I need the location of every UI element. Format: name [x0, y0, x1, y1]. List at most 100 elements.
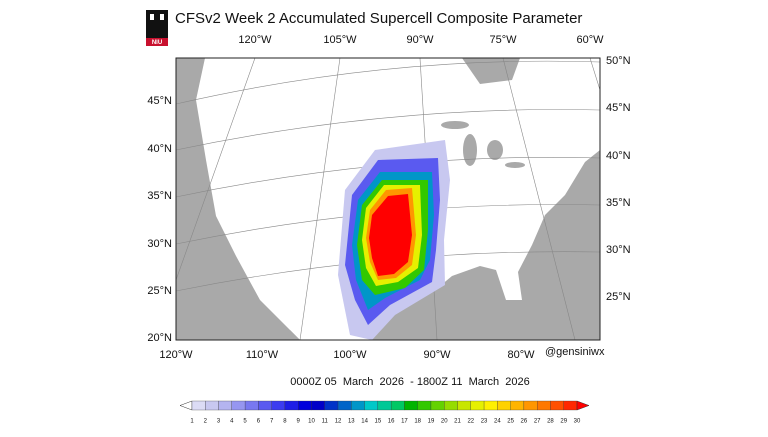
axis-labels: 120°W 105°W 90°W 75°W 60°W 45°N 40°N 35°N 30°N 25… [147, 34, 630, 361]
colorbar-box [537, 400, 551, 411]
graticule-line [175, 57, 256, 281]
logo-band [146, 38, 168, 46]
colorbar-label: 17 [401, 419, 408, 425]
colorbar-label: 24 [494, 419, 501, 425]
colorbar-box [510, 400, 525, 411]
colorbar-box [351, 400, 365, 411]
colorbar-box [231, 400, 246, 411]
colorbar-box [563, 400, 578, 411]
colorbar-label: 25 [507, 419, 514, 425]
bottom-lon-label: 120°W [159, 349, 193, 361]
graticule-line [502, 57, 576, 341]
logo-window [150, 14, 154, 20]
logo-text: NIU [152, 40, 162, 46]
colorbar-box [470, 400, 485, 411]
left-lat-label: 45°N [147, 95, 172, 107]
colorbar-label: 13 [348, 419, 355, 425]
lake [463, 134, 477, 166]
map-frame [175, 57, 601, 341]
colorbar-label: 27 [534, 419, 541, 425]
left-lat-label: 25°N [147, 285, 172, 297]
colorbar-label: 16 [388, 419, 395, 425]
colorbar-box [390, 400, 405, 411]
map [175, 57, 601, 341]
logo: NIU [146, 10, 168, 46]
scp-field [338, 140, 450, 340]
right-lat-label: 35°N [606, 197, 631, 209]
colorbar-box [271, 400, 286, 411]
colorbar-box [550, 400, 564, 411]
colorbar-label: 2 [204, 419, 208, 425]
top-lon-label: 120°W [238, 34, 272, 46]
colorbar-label: 3 [217, 419, 221, 425]
colorbar-triangle [576, 400, 590, 411]
colorbar-box [258, 400, 272, 411]
colorbar-box [218, 400, 232, 411]
colorbar-label: 9 [297, 419, 301, 425]
colorbar-label: 22 [467, 419, 474, 425]
colorbar-label: 7 [270, 419, 274, 425]
colorbar-box [483, 400, 498, 411]
right-lat-label: 25°N [606, 291, 631, 303]
colorbar-label: 10 [308, 419, 315, 425]
colorbar-box [523, 400, 538, 411]
graticule-line [589, 57, 601, 91]
bottom-lon-label: 90°W [423, 349, 451, 361]
valid-period: 0000Z 05 March 2026 - 1800Z 11 March 202… [290, 376, 530, 388]
colorbar-box [377, 400, 392, 411]
colorbar-box [364, 400, 379, 411]
right-lat-label: 50°N [606, 55, 631, 67]
top-lon-label: 105°W [323, 34, 357, 46]
hudson-bay [462, 58, 520, 84]
colorbar-box [497, 400, 511, 411]
colorbar-label: 6 [257, 419, 261, 425]
colorbar-label: 18 [414, 419, 421, 425]
bottom-lon-label: 110°W [246, 349, 279, 361]
colorbar-label: 30 [574, 419, 581, 425]
colorbar-label: 12 [335, 419, 342, 425]
field-level [369, 194, 412, 276]
colorbar-box [311, 400, 325, 411]
logo-window [160, 14, 164, 20]
colorbar-label: 11 [322, 419, 329, 425]
top-lon-label: 60°W [576, 34, 604, 46]
colorbar-label: 1 [190, 419, 194, 425]
colorbar-box [444, 400, 458, 411]
colorbar-box [191, 400, 206, 411]
colorbar-box [457, 400, 471, 411]
colorbar-label: 19 [428, 419, 435, 425]
bottom-lon-label: 100°W [333, 349, 367, 361]
colorbar-box [284, 400, 299, 411]
graticule-line [299, 57, 341, 341]
colorbar-label: 26 [521, 419, 528, 425]
colorbar: 1 2 3 4 5 6 7 8 9 10 11 12 13 14 15 16 17 18 19 20 21 22 23 24 2… [179, 400, 590, 425]
graticule-line [175, 60, 601, 105]
colorbar-box [430, 400, 445, 411]
left-lat-label: 35°N [147, 190, 172, 202]
right-lat-label: 40°N [606, 150, 631, 162]
colorbar-box [205, 400, 219, 411]
colorbar-label: 23 [481, 419, 488, 425]
left-lat-label: 20°N [147, 332, 172, 344]
title: CFSv2 Week 2 Accumulated Supercell Compo… [175, 10, 582, 27]
colorbar-label: 5 [243, 419, 247, 425]
lake [441, 121, 469, 129]
colorbar-label: 21 [454, 419, 461, 425]
bottom-lon-label: 80°W [507, 349, 535, 361]
colorbar-label: 29 [560, 419, 567, 425]
graticule-line [175, 109, 601, 151]
colorbar-box [244, 400, 259, 411]
colorbar-box [404, 400, 418, 411]
gulf-of-california [285, 330, 300, 340]
colorbar-box [298, 400, 312, 411]
colorbar-label: 15 [375, 419, 382, 425]
left-lat-label: 40°N [147, 143, 172, 155]
colorbar-box [337, 400, 352, 411]
left-lat-label: 30°N [147, 238, 172, 250]
colorbar-box [324, 400, 339, 411]
top-lon-label: 75°W [489, 34, 517, 46]
lake [487, 140, 503, 160]
logo-tower [146, 10, 168, 38]
colorbar-label: 20 [441, 419, 448, 425]
